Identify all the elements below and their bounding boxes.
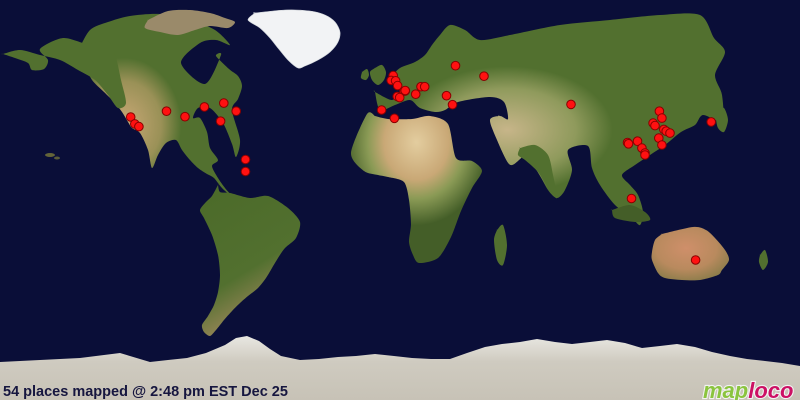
svg-text:maploco: maploco <box>703 378 793 400</box>
svg-text:54 places mapped @ 2:48 pm EST: 54 places mapped @ 2:48 pm EST Dec 25 <box>3 384 288 400</box>
